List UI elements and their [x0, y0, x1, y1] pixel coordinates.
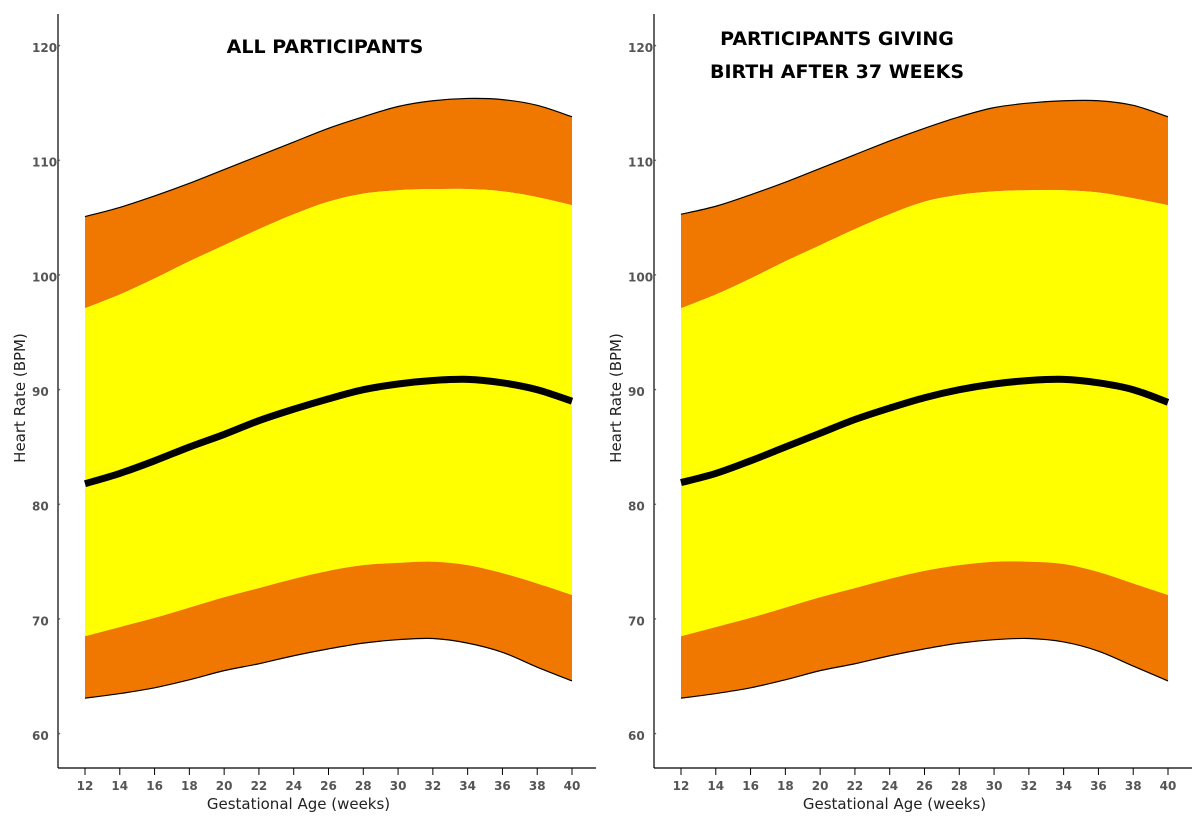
x-tick-label: 20	[812, 779, 829, 793]
chart-svg: 12 14 16 18 20 22 24 26 28 30 32 34 36 38 40 60 70 80 90 10…	[607, 14, 1192, 813]
chart-panel-term-births: 12 14 16 18 20 22 24 26 28 30 32 34 36 38 40 60 70 80 90 10…	[596, 0, 1192, 816]
lower-outer-band	[85, 561, 572, 699]
y-tick-label: 60	[32, 729, 49, 743]
y-tick-label: 70	[32, 614, 49, 628]
x-tick-label: 34	[459, 779, 476, 793]
y-tick-mark	[57, 388, 61, 392]
x-tick-label: 28	[355, 779, 372, 793]
upper-outer-band	[681, 100, 1168, 309]
y-tick-label: 110	[32, 156, 57, 170]
upper-outer-band	[85, 98, 572, 309]
x-tick-label: 18	[777, 779, 794, 793]
y-tick-label: 120	[628, 41, 653, 55]
y-tick-mark	[653, 159, 657, 163]
y-tick-label: 100	[32, 270, 57, 284]
x-tick-label: 16	[742, 779, 759, 793]
x-tick-label: 28	[951, 779, 968, 793]
lower-edge-line	[680, 637, 1169, 699]
x-tick-label: 26	[916, 779, 933, 793]
x-tick-label: 32	[425, 779, 442, 793]
x-tick-label: 30	[986, 779, 1003, 793]
x-tick-label: 36	[494, 779, 511, 793]
median-line	[680, 375, 1170, 486]
y-tick-label: 80	[32, 500, 49, 514]
x-tick-label: 38	[529, 779, 546, 793]
x-tick-label: 20	[216, 779, 233, 793]
upper-edge-line	[84, 97, 573, 218]
x-tick-label: 36	[1090, 779, 1107, 793]
y-tick-mark	[57, 44, 61, 48]
x-tick-label: 26	[320, 779, 337, 793]
y-tick-mark	[57, 503, 61, 507]
median-line	[84, 375, 574, 488]
x-tick-label: 14	[111, 779, 128, 793]
y-tick-mark	[57, 273, 61, 277]
lower-edge-line	[84, 637, 573, 699]
x-tick-label: 12	[673, 779, 690, 793]
y-tick-label: 90	[628, 385, 645, 399]
y-axis-title: Heart Rate (BPM)	[607, 333, 625, 463]
y-tick-mark	[653, 44, 657, 48]
y-tick-label: 70	[628, 614, 645, 628]
x-tick-label: 12	[77, 779, 94, 793]
inner-band	[681, 189, 1168, 637]
x-tick-label: 22	[251, 779, 268, 793]
y-tick-mark	[57, 732, 61, 736]
upper-edge-line	[680, 99, 1169, 215]
y-tick-mark	[653, 273, 657, 277]
y-tick-label: 60	[628, 729, 645, 743]
x-tick-label: 40	[1160, 779, 1177, 793]
y-tick-mark	[57, 159, 61, 163]
x-tick-label: 40	[564, 779, 581, 793]
inner-band	[85, 188, 572, 637]
chart-svg: 12 14 16 18 20 22 24 26 28 30 32 34 36 38 40 60 70 80 90 10…	[11, 14, 596, 813]
lower-outer-band	[681, 561, 1168, 699]
y-tick-mark	[57, 617, 61, 621]
x-tick-label: 18	[181, 779, 198, 793]
y-tick-label: 90	[32, 385, 49, 399]
y-tick-label: 80	[628, 500, 645, 514]
x-tick-label: 22	[847, 779, 864, 793]
x-tick-label: 32	[1021, 779, 1038, 793]
y-axis-title: Heart Rate (BPM)	[11, 333, 29, 463]
y-tick-label: 100	[628, 270, 653, 284]
x-tick-label: 34	[1055, 779, 1072, 793]
x-tick-label: 16	[146, 779, 163, 793]
x-tick-label: 24	[285, 779, 302, 793]
x-axis-title: Gestational Age (weeks)	[207, 795, 390, 813]
y-tick-label: 110	[628, 156, 653, 170]
chart-title-line: PARTICIPANTS GIVING	[720, 28, 954, 50]
y-tick-mark	[653, 617, 657, 621]
y-tick-label: 120	[32, 41, 57, 55]
chart-title-line: BIRTH AFTER 37 WEEKS	[710, 61, 964, 83]
x-tick-label: 14	[707, 779, 724, 793]
y-tick-mark	[653, 388, 657, 392]
x-axis-title: Gestational Age (weeks)	[803, 795, 986, 813]
chart-title-line: ALL PARTICIPANTS	[227, 36, 424, 58]
x-tick-label: 38	[1125, 779, 1142, 793]
x-tick-label: 24	[881, 779, 898, 793]
chart-panel-all-participants: 12 14 16 18 20 22 24 26 28 30 32 34 36 38 40 60 70 80 90 10…	[11, 14, 596, 813]
y-tick-mark	[653, 503, 657, 507]
x-tick-label: 30	[390, 779, 407, 793]
y-tick-mark	[653, 732, 657, 736]
